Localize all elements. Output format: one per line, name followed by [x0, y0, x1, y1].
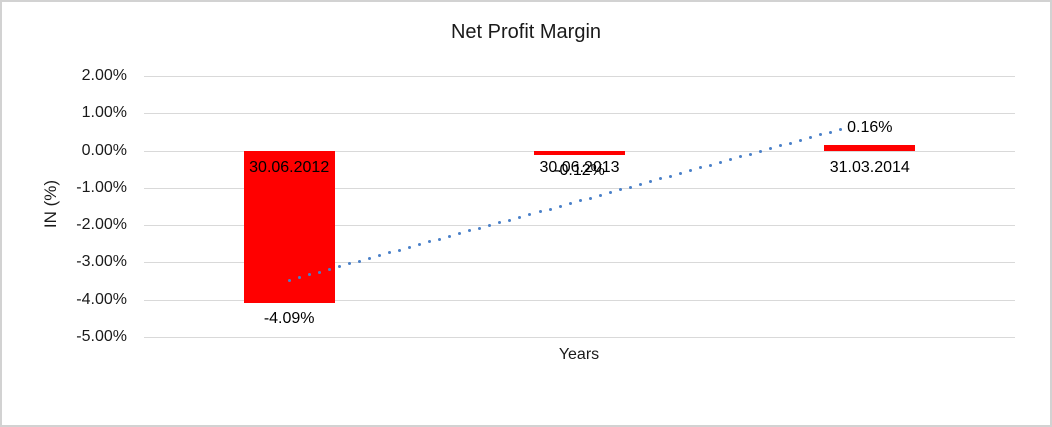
trendline-dot — [568, 202, 572, 205]
trendline-dot — [548, 207, 552, 211]
trendline-dot — [307, 273, 311, 277]
gridline — [144, 337, 1015, 338]
trendline-dot — [388, 251, 391, 255]
y-axis-tick-label: 1.00% — [81, 104, 127, 122]
bar-30.06.2013 — [534, 150, 625, 156]
trendline-dot — [418, 243, 422, 247]
category-label: 30.06.2013 — [539, 159, 620, 177]
data-label: -4.09% — [263, 310, 315, 328]
y-axis-tick-label: -2.00% — [76, 216, 127, 234]
trendline-dot — [438, 237, 442, 241]
trendline-dot — [377, 254, 381, 258]
trendline-dot — [688, 169, 692, 173]
trendline-dot — [588, 196, 592, 200]
trendline-dot — [347, 262, 351, 266]
trendline-dot — [578, 199, 582, 203]
trendline-dot — [297, 276, 301, 280]
trendline-dot — [618, 188, 622, 192]
trendline-dot — [478, 226, 482, 230]
gridline — [144, 225, 1015, 227]
trendline-dot — [729, 158, 733, 162]
y-axis-tick-label: -4.00% — [76, 290, 127, 308]
trendline-dot — [678, 171, 682, 175]
data-label: -0.12% — [554, 162, 605, 179]
trendline-dot — [337, 265, 341, 269]
bar-31.03.2014 — [824, 144, 916, 151]
trendline-dot — [357, 259, 361, 263]
trendline-dot — [428, 240, 432, 244]
trendline-dot — [759, 149, 763, 153]
gridline — [144, 262, 1015, 264]
trendline-dot — [317, 270, 321, 274]
trendline-dot — [528, 213, 532, 216]
bar-30.06.2012 — [243, 150, 335, 304]
trendline-dot — [719, 160, 722, 164]
y-axis-tick-label: 0.00% — [81, 141, 127, 159]
trendline-dot — [488, 223, 492, 227]
trendline-dot — [809, 136, 813, 140]
x-axis-title: Years — [558, 346, 600, 363]
trendline-dot — [628, 185, 632, 189]
trendline-dot — [518, 215, 522, 219]
trendline-dot — [538, 210, 542, 214]
trendline-dot — [398, 248, 401, 252]
trendline-dot — [658, 177, 662, 181]
trendline-dot — [749, 152, 753, 156]
trendline-dot — [448, 234, 452, 238]
trendline-dot — [709, 163, 712, 167]
y-axis-tick-label: -3.00% — [76, 253, 127, 271]
trendline-dot — [408, 245, 411, 249]
trendline-dot — [638, 182, 642, 186]
trendline-dot — [819, 133, 823, 137]
chart-title: Net Profit Margin — [450, 21, 602, 43]
gridline — [144, 299, 1015, 301]
gridline — [144, 76, 1015, 77]
trendline-dot — [699, 166, 702, 170]
gridline — [144, 113, 1015, 115]
trendline-dot — [779, 144, 783, 148]
gridline — [144, 187, 1015, 189]
trendline-dot — [608, 191, 612, 194]
trendline-dot — [739, 155, 743, 159]
category-label: 30.06.2012 — [249, 159, 330, 177]
trendline-dot — [558, 204, 562, 208]
trendline-dot — [598, 193, 602, 197]
trendline-dot — [769, 147, 773, 151]
trendline-dot — [789, 141, 793, 145]
trendline-dot — [508, 218, 512, 222]
y-axis-tick-label: 2.00% — [81, 67, 127, 84]
trendline-dot — [839, 127, 843, 131]
trendline-dot — [668, 174, 672, 178]
trendline-dot — [829, 130, 833, 134]
y-axis-tick-label: -5.00% — [76, 328, 127, 345]
trendline-dot — [799, 138, 803, 142]
y-axis-tick-label: -1.00% — [76, 178, 127, 196]
data-label: 0.16% — [847, 118, 893, 136]
trendline-dot — [327, 267, 331, 271]
category-label: 31.03.2014 — [829, 159, 910, 177]
trendline-dot — [367, 256, 371, 260]
trendline-dot — [648, 180, 652, 183]
trendline-dot — [458, 232, 462, 236]
trendline-dot — [498, 221, 502, 225]
trendline-dot — [287, 278, 291, 282]
trendline-dot — [468, 229, 472, 233]
